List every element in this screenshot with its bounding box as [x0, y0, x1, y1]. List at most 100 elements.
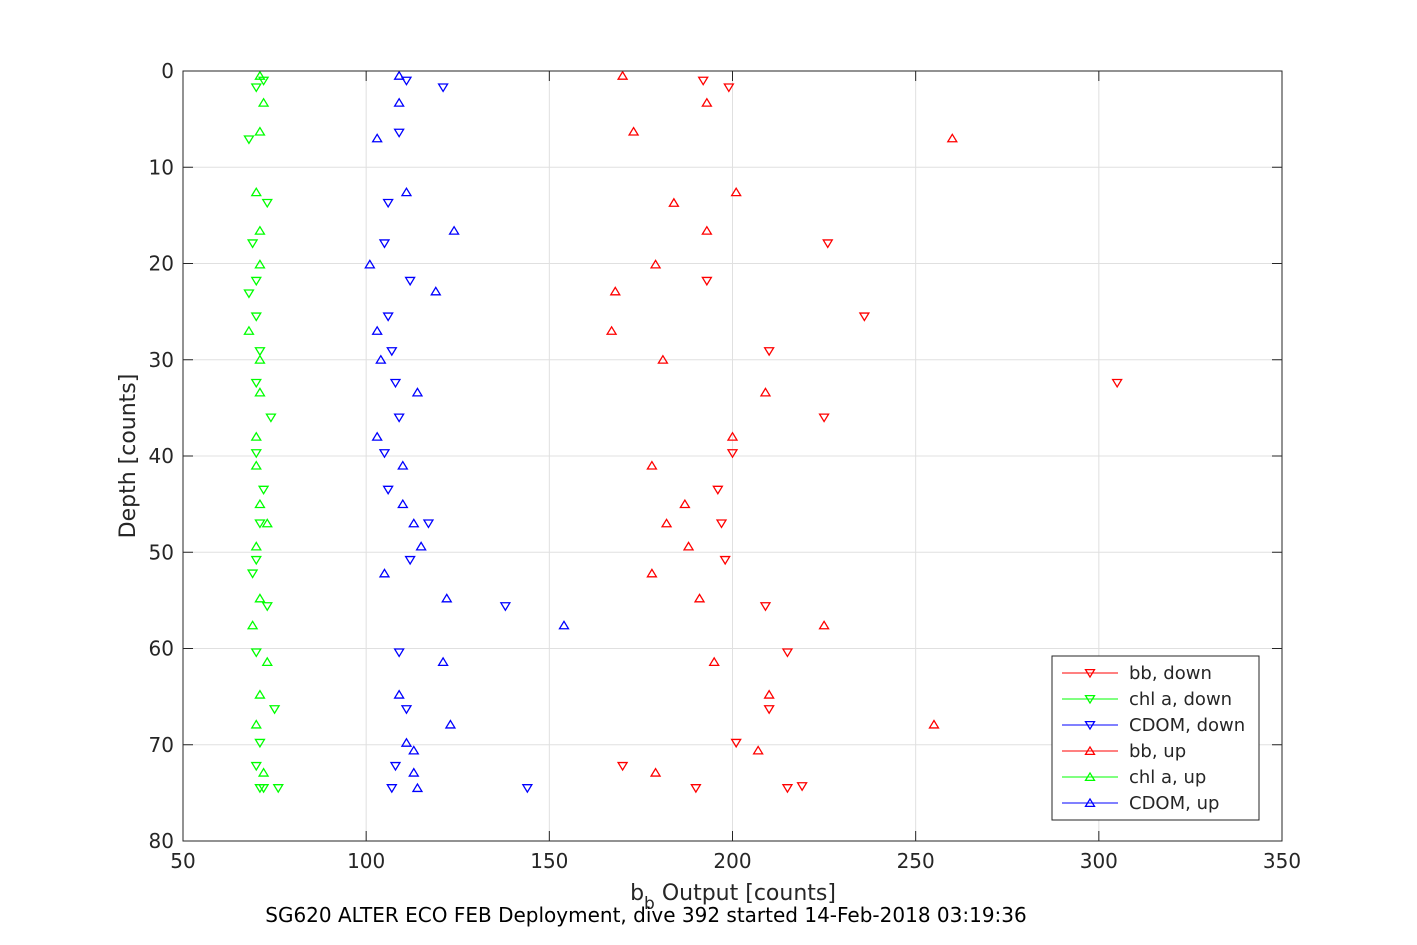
data-point [723, 83, 735, 93]
data-point [437, 656, 449, 666]
data-point [796, 782, 808, 792]
data-point [250, 378, 262, 389]
data-point [646, 460, 658, 470]
data-point [627, 126, 640, 136]
x-axis-label: bb Output [counts] [630, 881, 836, 914]
data-point [382, 485, 394, 495]
data-point [946, 133, 958, 143]
data-point [250, 449, 262, 459]
data-point [393, 648, 405, 658]
data-point [928, 719, 940, 729]
data-point [404, 555, 416, 566]
data-point [254, 689, 266, 699]
y-tick-label: 40 [149, 444, 174, 468]
data-point [382, 312, 394, 322]
data-point [250, 460, 262, 470]
legend: bb, down chl a, down CDOM, down bb, up chl a… [1051, 655, 1260, 821]
data-point [254, 784, 266, 794]
data-point [411, 782, 424, 793]
data-point [697, 76, 709, 86]
series-5 [364, 70, 570, 793]
data-point [763, 689, 775, 699]
data-point [682, 541, 695, 551]
data-point [408, 518, 420, 528]
y-axis-label: Depth [counts] [116, 374, 141, 539]
data-point [257, 767, 270, 777]
data-point [250, 83, 262, 93]
data-point [415, 541, 427, 551]
data-point [254, 519, 266, 529]
legend-marker [1084, 668, 1096, 679]
data-point [254, 259, 266, 269]
data-point [715, 519, 728, 529]
x-tick-label: 50 [170, 849, 195, 873]
data-point [371, 325, 383, 335]
data-point [243, 135, 255, 145]
legend-box [1051, 655, 1260, 821]
legend-marker [1084, 797, 1096, 808]
data-point [250, 648, 262, 658]
data-point [254, 498, 266, 509]
x-tick-label: 350 [1263, 849, 1301, 873]
data-point [364, 259, 376, 269]
data-point [752, 745, 764, 755]
data-point [393, 413, 405, 423]
data-point [254, 70, 266, 80]
data-point [616, 70, 629, 80]
series-1 [243, 76, 284, 794]
data-point [660, 518, 673, 528]
data-point [649, 767, 662, 777]
data-point [437, 83, 449, 93]
y-tick-label: 70 [149, 733, 174, 757]
data-point [400, 705, 413, 715]
data-point [261, 518, 273, 528]
data-point [781, 648, 794, 658]
x-tick-label: 250 [897, 849, 935, 873]
x-tick-label: 200 [713, 849, 751, 873]
data-point [254, 593, 266, 603]
y-tick-label: 10 [149, 155, 174, 179]
data-point [397, 460, 409, 470]
data-point [393, 70, 405, 80]
y-tick-label: 50 [149, 540, 174, 564]
data-point [393, 689, 405, 699]
data-point [371, 431, 383, 441]
data-point [411, 387, 424, 397]
legend-marker [1084, 694, 1096, 705]
data-point [250, 761, 262, 772]
legend-entry: bb, down [1129, 663, 1212, 684]
data-point [243, 289, 255, 299]
data-point [268, 705, 281, 715]
data-point [261, 198, 273, 209]
data-point [649, 259, 662, 269]
data-point [400, 737, 413, 747]
data-point [730, 186, 742, 197]
data-point [690, 784, 702, 794]
data-point [254, 126, 266, 136]
data-point [657, 354, 669, 364]
data-point [250, 719, 262, 729]
y-tick-label: 0 [161, 59, 174, 83]
data-point [818, 620, 830, 630]
data-point [378, 568, 391, 578]
data-point [254, 225, 266, 235]
data-point [701, 276, 713, 287]
data-point [393, 128, 405, 138]
data-point [378, 449, 391, 459]
data-point [441, 593, 453, 603]
data-point [708, 656, 720, 666]
data-point [822, 239, 834, 249]
data-point [371, 133, 383, 143]
data-point [272, 784, 284, 794]
data-point [858, 312, 871, 322]
data-point [616, 761, 629, 772]
legend-marker [1084, 745, 1096, 756]
data-point [726, 431, 739, 441]
data-point [404, 276, 416, 287]
data-point [397, 498, 409, 509]
data-point [646, 568, 658, 578]
data-point [400, 186, 413, 197]
data-point [265, 413, 277, 423]
data-point [712, 485, 724, 495]
data-point [408, 767, 420, 777]
